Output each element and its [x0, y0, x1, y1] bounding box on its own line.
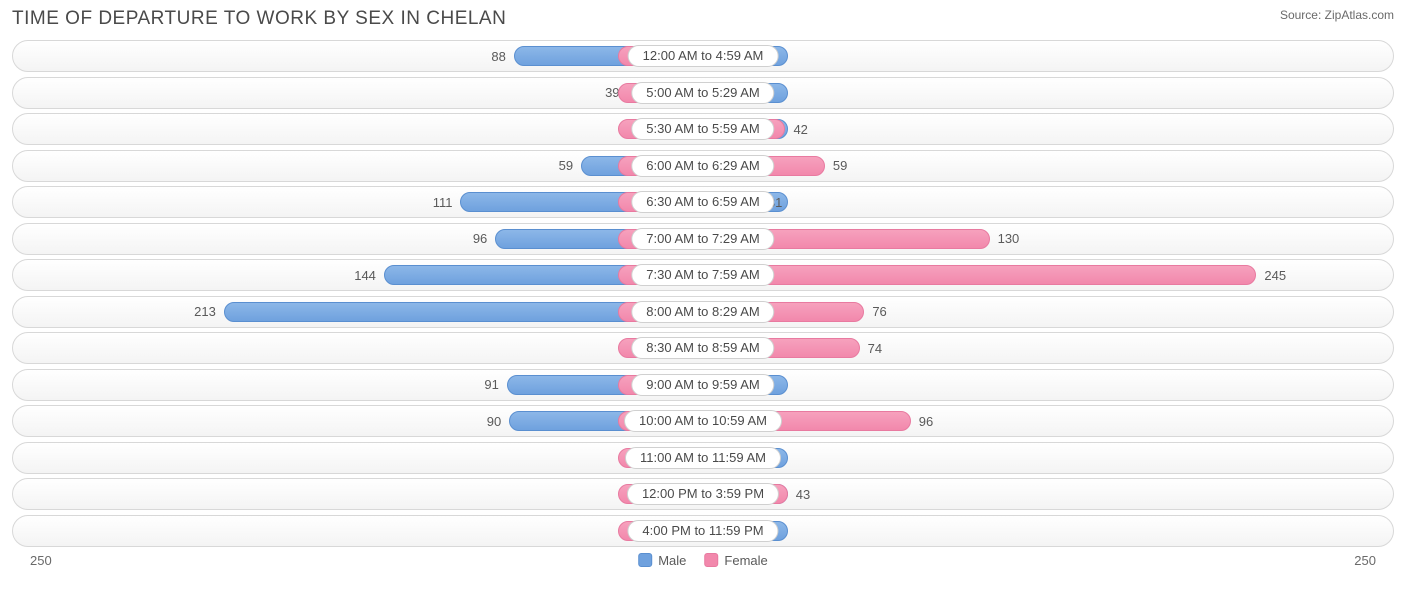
chart-row: 13748:30 AM to 8:59 AM	[12, 332, 1394, 364]
chart-row: 3905:00 AM to 5:29 AM	[12, 77, 1394, 109]
male-value: 88	[483, 49, 513, 64]
female-value: 130	[990, 231, 1028, 246]
female-value: 96	[911, 414, 941, 429]
time-range-label: 11:00 AM to 11:59 AM	[625, 447, 781, 469]
time-range-label: 5:00 AM to 5:29 AM	[631, 82, 774, 104]
chart-row: 88412:00 AM to 4:59 AM	[12, 40, 1394, 72]
time-range-label: 4:00 PM to 11:59 PM	[627, 520, 778, 542]
female-value: 42	[785, 122, 815, 137]
time-range-label: 9:00 AM to 9:59 AM	[631, 374, 774, 396]
axis-label-left: 250	[30, 553, 52, 568]
female-value: 43	[788, 487, 818, 502]
time-range-label: 10:00 AM to 10:59 AM	[624, 410, 782, 432]
time-range-label: 5:30 AM to 5:59 AM	[631, 118, 774, 140]
male-value: 90	[479, 414, 509, 429]
time-range-label: 6:30 AM to 6:59 AM	[631, 191, 774, 213]
time-range-label: 6:00 AM to 6:29 AM	[631, 155, 774, 177]
time-range-label: 7:00 AM to 7:29 AM	[631, 228, 774, 250]
time-range-label: 12:00 PM to 3:59 PM	[627, 483, 779, 505]
chart-header: TIME OF DEPARTURE TO WORK BY SEX IN CHEL…	[12, 8, 1394, 30]
female-value: 245	[1256, 268, 1294, 283]
chart-row: 144 245 7:30 AM to 7:59 AM	[12, 259, 1394, 291]
legend-label-male: Male	[658, 553, 686, 568]
chart-row: 59 59 6:00 AM to 6:29 AM	[12, 150, 1394, 182]
male-value: 213	[186, 304, 224, 319]
chart-row: 111316:30 AM to 6:59 AM	[12, 186, 1394, 218]
chart-source: Source: ZipAtlas.com	[1280, 8, 1394, 22]
male-value: 144	[346, 268, 384, 283]
chart-area: 88412:00 AM to 4:59 AM 3905:00 AM to 5:29…	[12, 40, 1394, 547]
male-value: 59	[551, 158, 581, 173]
swatch-male	[638, 553, 652, 567]
chart-footer: 250 Male Female 250	[12, 553, 1394, 573]
legend-item-male: Male	[638, 553, 686, 568]
male-value: 91	[476, 377, 506, 392]
chart-row: 213 76 8:00 AM to 8:29 AM	[12, 296, 1394, 328]
male-value: 96	[465, 231, 495, 246]
female-value: 59	[825, 158, 855, 173]
chart-row: 304312:00 PM to 3:59 PM	[12, 478, 1394, 510]
chart-title: TIME OF DEPARTURE TO WORK BY SEX IN CHEL…	[12, 8, 506, 30]
time-range-label: 8:30 AM to 8:59 AM	[631, 337, 774, 359]
legend-item-female: Female	[704, 553, 767, 568]
swatch-female	[704, 553, 718, 567]
time-range-label: 8:00 AM to 8:29 AM	[631, 301, 774, 323]
chart-row: 96 130 7:00 AM to 7:29 AM	[12, 223, 1394, 255]
chart-row: 91169:00 AM to 9:59 AM	[12, 369, 1394, 401]
time-range-label: 7:30 AM to 7:59 AM	[631, 264, 774, 286]
chart-row: 0611:00 AM to 11:59 AM	[12, 442, 1394, 474]
axis-label-right: 250	[1354, 553, 1376, 568]
male-value: 111	[425, 195, 461, 210]
chart-row: 90 96 10:00 AM to 10:59 AM	[12, 405, 1394, 437]
legend-label-female: Female	[724, 553, 767, 568]
legend: Male Female	[638, 553, 768, 568]
female-value: 76	[864, 304, 894, 319]
chart-row: 1704:00 PM to 11:59 PM	[12, 515, 1394, 547]
time-range-label: 12:00 AM to 4:59 AM	[628, 45, 779, 67]
female-value: 74	[860, 341, 890, 356]
chart-row: 0425:30 AM to 5:59 AM	[12, 113, 1394, 145]
